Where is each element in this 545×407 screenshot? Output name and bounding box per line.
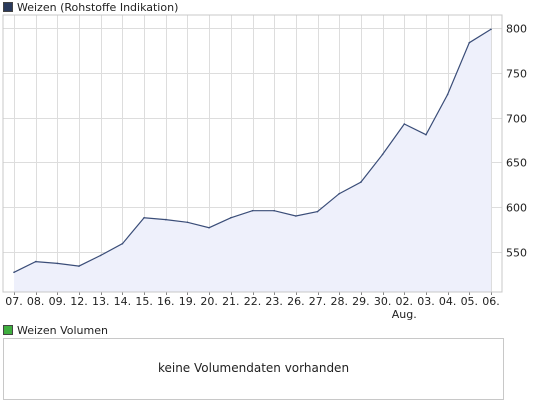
data-point (468, 41, 471, 44)
price-area (14, 29, 491, 293)
x-tick-label: 13. (92, 295, 110, 308)
data-point (230, 217, 232, 219)
x-tick-label: 30. (374, 295, 392, 308)
price-legend-swatch (3, 2, 13, 12)
data-point (186, 221, 189, 224)
data-point (34, 260, 37, 263)
month-label: Aug. (392, 308, 417, 321)
x-tick-label: 03. (417, 295, 435, 308)
data-point (273, 209, 276, 212)
price-legend: Weizen (Rohstoffe Indikation) (3, 0, 178, 14)
volume-legend-label: Weizen Volumen (17, 323, 108, 337)
data-point (143, 217, 145, 219)
y-tick-label: 600 (506, 202, 527, 215)
data-point (425, 133, 427, 136)
data-point (78, 265, 80, 267)
y-tick-label: 650 (506, 157, 527, 170)
data-point (446, 93, 449, 96)
x-tick-label: 09. (49, 295, 67, 308)
volume-legend: Weizen Volumen (3, 323, 108, 337)
x-tick-label: 21. (222, 295, 240, 308)
price-chart: 550 600 650 700 750 800 07. 08. 09. 12. 13. 14. 15. 1… (2, 14, 527, 321)
data-point (121, 242, 124, 245)
data-point (360, 181, 362, 183)
data-point (165, 218, 167, 221)
x-tick-label: 15. (135, 295, 153, 308)
data-point (13, 271, 15, 274)
y-tick-label: 750 (506, 68, 527, 81)
price-legend-label: Weizen (Rohstoffe Indikation) (17, 0, 179, 14)
x-tick-label: 05. (461, 295, 479, 308)
data-point (403, 123, 406, 125)
volume-legend-swatch (3, 325, 13, 335)
data-point (338, 192, 341, 195)
data-point (56, 262, 59, 265)
y-tick-label: 550 (506, 247, 527, 260)
x-tick-label: 22. (244, 295, 262, 308)
data-point (99, 254, 102, 257)
x-tick-label: 06. (482, 295, 500, 308)
x-tick-label: 23. (265, 295, 283, 308)
y-tick-label: 800 (506, 23, 527, 36)
x-tick-label: 16. (157, 295, 175, 308)
x-tick-label: 26. (287, 295, 305, 308)
x-tick-label: 28. (330, 295, 348, 308)
x-tick-label: 20. (200, 295, 218, 308)
x-tick-label: 29. (352, 295, 370, 308)
x-tick-label: 14. (114, 295, 132, 308)
data-point (381, 153, 384, 156)
volume-panel: keine Volumendaten vorhanden (3, 338, 504, 400)
data-point (490, 28, 492, 31)
x-tick-label: 27. (309, 295, 327, 308)
data-point (251, 209, 254, 212)
y-tick-label: 700 (506, 113, 527, 126)
x-tick-label: 08. (27, 295, 45, 308)
plot-frame-border (2, 14, 503, 293)
x-tick-label: 12. (70, 295, 88, 308)
no-volume-message: keine Volumendaten vorhanden (157, 361, 350, 375)
x-tick-label: 19. (179, 295, 197, 308)
data-point (295, 215, 297, 217)
data-point (208, 226, 210, 229)
x-tick-label: 02. (396, 295, 414, 308)
data-point (316, 210, 319, 213)
x-tick-label: 07. (5, 295, 23, 308)
x-tick-label: 04. (439, 295, 457, 308)
